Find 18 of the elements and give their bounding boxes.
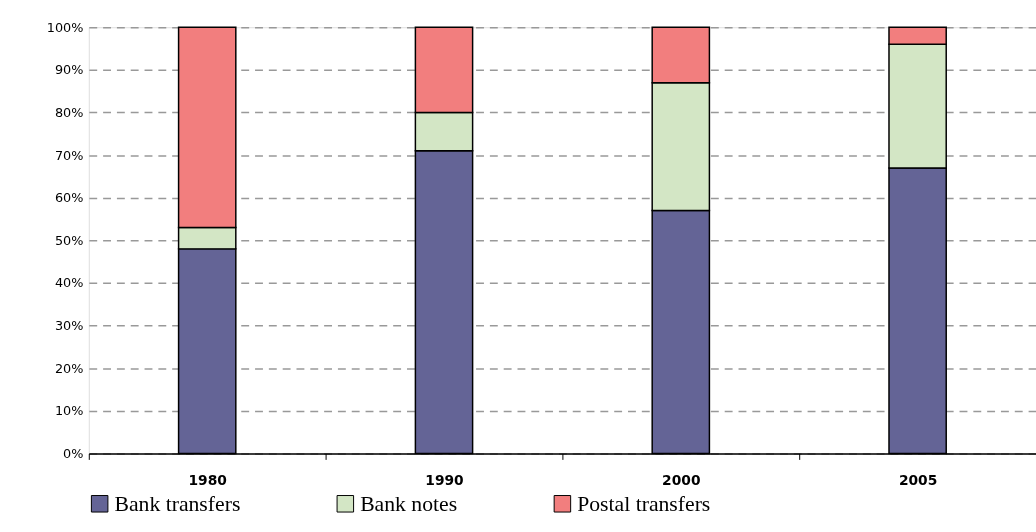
- x-tick-label: 1990: [425, 471, 464, 488]
- y-tick-label: 80%: [54, 104, 84, 120]
- legend-label: Bank notes: [360, 491, 458, 516]
- y-tick-label: 10%: [54, 403, 84, 419]
- legend-label: Postal transfers: [577, 491, 711, 516]
- y-tick-label: 90%: [54, 62, 84, 78]
- y-tick-label: 30%: [54, 318, 84, 334]
- y-tick-label: 70%: [54, 147, 84, 163]
- y-tick-label: 100%: [46, 19, 84, 35]
- x-tick-label: 2000: [662, 471, 701, 488]
- y-tick-label: 0%: [63, 445, 84, 461]
- y-tick-label: 20%: [54, 360, 84, 376]
- y-tick-label: 60%: [54, 190, 84, 206]
- x-tick-label: 2005: [898, 471, 938, 488]
- y-tick-label: 40%: [54, 275, 84, 291]
- x-tick-label: 1980: [188, 471, 227, 488]
- y-tick-label: 50%: [54, 232, 84, 248]
- legend-label: Bank transfers: [114, 491, 241, 516]
